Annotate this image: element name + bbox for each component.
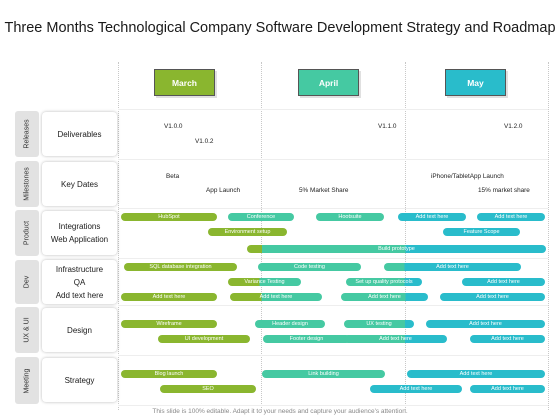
category-design: Design <box>42 308 117 352</box>
task-bar: Add text here <box>426 320 545 328</box>
category-infrastructure: Infrastructure QA Add text here <box>42 260 117 304</box>
category-strategy: Strategy <box>42 358 117 402</box>
task-bar: Add text here <box>121 293 217 301</box>
release-version: V1.0.0 <box>164 123 183 130</box>
column-divider <box>261 62 262 410</box>
milestone-text: App Launch <box>206 187 241 194</box>
milestone-text: iPhone/TabletApp Launch <box>431 173 504 180</box>
task-bar: Add text here <box>384 263 521 271</box>
task-bar: Conference <box>228 213 294 221</box>
milestone-text: 15% market share <box>478 187 530 194</box>
month-header-march: March <box>154 69 215 96</box>
task-bar: Footer design <box>263 335 350 343</box>
task-bar: Add text here <box>407 370 545 378</box>
side-label-milestones: Milestones <box>15 161 39 207</box>
column-divider <box>548 62 549 410</box>
side-label-dev: Dev <box>15 260 39 304</box>
release-version: V1.1.0 <box>378 123 397 130</box>
task-bar: Add text here <box>470 335 545 343</box>
task-bar: Environment setup <box>208 228 287 236</box>
task-bar: Add text here <box>470 385 545 393</box>
category-key-dates: Key Dates <box>42 162 117 206</box>
side-label-releases: Releases <box>15 111 39 157</box>
row-divider <box>118 355 548 356</box>
milestone-text: Beta <box>166 173 180 180</box>
task-bar: SEO <box>160 385 256 393</box>
page-title: Three Months Technological Company Softw… <box>4 20 556 36</box>
task-bar: Add text here <box>344 335 447 343</box>
task-bar: Blog launch <box>121 370 217 378</box>
task-bar: Add text here <box>462 278 545 286</box>
category-deliverables: Deliverables <box>42 112 117 156</box>
month-header-may: May <box>445 69 506 96</box>
task-bar: SQL database integration <box>124 263 237 271</box>
row-divider <box>118 208 548 209</box>
task-bar: HubSpot <box>121 213 217 221</box>
side-label-ux-ui: UX & UI <box>15 307 39 353</box>
task-bar: Feature Scope <box>443 228 520 236</box>
column-divider <box>405 62 406 410</box>
row-divider <box>118 258 548 259</box>
task-bar: Add text here <box>370 385 462 393</box>
category-integrations: Integrations Web Application <box>42 211 117 255</box>
task-bar: Add text here <box>440 293 545 301</box>
row-divider <box>118 109 548 110</box>
task-bar: Add text here <box>230 293 322 301</box>
task-bar: Add text here <box>398 213 466 221</box>
task-bar: Header design <box>255 320 325 328</box>
task-bar: Wireframe <box>121 320 217 328</box>
task-bar: Build prototype <box>247 245 546 253</box>
task-bar: Set up quality protocols <box>346 278 422 286</box>
task-bar: Add text here <box>341 293 428 301</box>
row-divider <box>118 405 548 406</box>
row-divider <box>118 305 548 306</box>
task-bar: Code testing <box>258 263 361 271</box>
task-bar: UI development <box>158 335 250 343</box>
month-header-april: April <box>298 69 359 96</box>
release-version: V1.0.2 <box>195 138 214 145</box>
task-bar: Add text here <box>477 213 545 221</box>
task-bar: Variance Testing <box>228 278 301 286</box>
row-divider <box>118 159 548 160</box>
release-version: V1.2.0 <box>504 123 523 130</box>
footer-note: This slide is 100% editable. Adapt it to… <box>152 408 408 415</box>
column-divider <box>118 62 119 410</box>
task-bar: Hootsuite <box>316 213 384 221</box>
task-bar: UX testing <box>344 320 414 328</box>
side-label-meeting: Meeting <box>15 357 39 404</box>
side-label-product: Product <box>15 210 39 256</box>
task-bar: Link building <box>262 370 385 378</box>
milestone-text: 5% Market Share <box>299 187 349 194</box>
